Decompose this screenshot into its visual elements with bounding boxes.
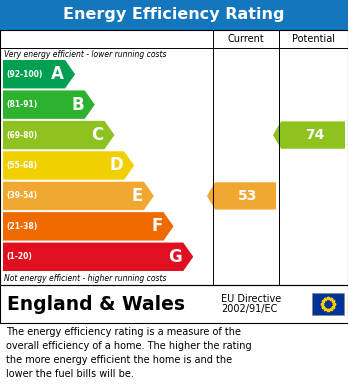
- Polygon shape: [3, 212, 174, 240]
- Text: (1-20): (1-20): [6, 252, 32, 261]
- Text: B: B: [71, 96, 84, 114]
- Text: Potential: Potential: [292, 34, 335, 44]
- Text: F: F: [151, 217, 163, 235]
- Polygon shape: [3, 60, 75, 88]
- Text: Current: Current: [228, 34, 264, 44]
- Text: Energy Efficiency Rating: Energy Efficiency Rating: [63, 7, 285, 23]
- Text: EU Directive: EU Directive: [221, 294, 281, 304]
- Polygon shape: [207, 182, 276, 210]
- Bar: [312, 293, 344, 315]
- Text: England & Wales: England & Wales: [7, 294, 185, 314]
- Polygon shape: [3, 242, 193, 271]
- Text: Not energy efficient - higher running costs: Not energy efficient - higher running co…: [4, 274, 166, 283]
- Text: (81-91): (81-91): [6, 100, 37, 109]
- Text: G: G: [168, 248, 182, 266]
- Bar: [0, 0, 348, 30]
- Text: 2002/91/EC: 2002/91/EC: [221, 304, 277, 314]
- Polygon shape: [3, 182, 154, 210]
- Text: E: E: [132, 187, 143, 205]
- Text: (39-54): (39-54): [6, 192, 37, 201]
- Text: Very energy efficient - lower running costs: Very energy efficient - lower running co…: [4, 50, 166, 59]
- Text: (21-38): (21-38): [6, 222, 37, 231]
- Text: A: A: [51, 65, 64, 83]
- Text: (92-100): (92-100): [6, 70, 42, 79]
- Text: The energy efficiency rating is a measure of the
overall efficiency of a home. T: The energy efficiency rating is a measur…: [6, 327, 252, 379]
- Text: (69-80): (69-80): [6, 131, 37, 140]
- Text: (55-68): (55-68): [6, 161, 37, 170]
- Polygon shape: [3, 121, 114, 149]
- Text: C: C: [91, 126, 103, 144]
- Bar: [0, 30, 348, 285]
- Text: D: D: [109, 156, 123, 174]
- Polygon shape: [273, 122, 345, 149]
- Text: 74: 74: [305, 128, 325, 142]
- Text: 53: 53: [238, 189, 257, 203]
- Polygon shape: [3, 90, 95, 119]
- Bar: [0, 285, 348, 323]
- Polygon shape: [3, 151, 134, 180]
